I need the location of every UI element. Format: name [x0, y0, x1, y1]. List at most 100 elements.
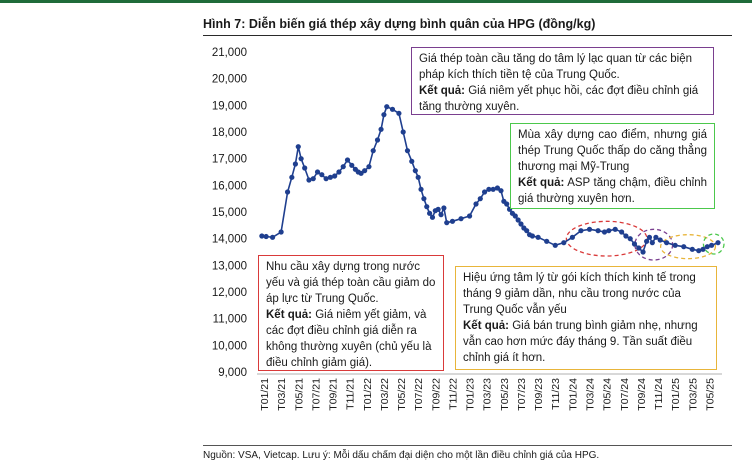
price-point — [569, 234, 575, 240]
y-tick-label: 17,000 — [212, 154, 247, 166]
x-tick-label: T07/21 — [310, 378, 322, 411]
price-point — [269, 234, 276, 240]
price-point — [278, 229, 284, 235]
y-tick-label: 18,000 — [212, 127, 247, 139]
price-point — [672, 242, 678, 248]
price-point — [421, 196, 427, 202]
x-tick-label: T03/24 — [585, 378, 597, 411]
note-green: Mùa xây dựng cao điểm, nhưng giá thép Tr… — [510, 123, 715, 209]
note-red-text: Nhu cầu xây dựng trong nước yếu và giá t… — [266, 261, 436, 305]
price-series-line — [261, 105, 719, 254]
price-point — [623, 233, 629, 239]
y-tick-label: 20,000 — [212, 74, 247, 86]
price-point — [444, 220, 450, 226]
price-point — [378, 126, 384, 132]
price-point — [332, 173, 338, 179]
y-tick-label: 19,000 — [212, 100, 247, 112]
x-tick-label: T11/22 — [447, 378, 459, 410]
x-tick-label: T09/21 — [328, 378, 340, 411]
source-note: Nguồn: VSA, Vietcap. Lưu ý: Mỗi dấu chấm… — [203, 450, 600, 461]
x-tick-label: T11/23 — [550, 378, 562, 410]
x-tick-label: T11/24 — [653, 378, 665, 410]
price-point — [429, 214, 436, 220]
price-point — [595, 228, 601, 234]
y-tick-label: 16,000 — [212, 180, 247, 192]
price-point — [700, 246, 706, 252]
price-point — [524, 228, 530, 234]
price-point — [289, 174, 295, 180]
x-tick-label: T01/22 — [362, 378, 374, 411]
price-point — [259, 233, 265, 239]
price-point — [681, 244, 687, 250]
price-point — [466, 213, 473, 219]
price-point — [449, 218, 456, 224]
x-tick-label: T07/23 — [516, 378, 528, 411]
x-tick-label: T01/23 — [465, 378, 477, 411]
price-point — [715, 240, 721, 246]
highlight-ellipse-yellow — [659, 234, 717, 260]
y-tick-label: 11,000 — [213, 314, 247, 326]
price-point — [477, 196, 483, 202]
note-purple-result: Giá niêm yết phục hồi, các đợt điều chỉn… — [419, 85, 699, 113]
price-point — [578, 228, 584, 234]
price-point — [644, 238, 650, 244]
x-tick-label: T03/25 — [687, 378, 699, 411]
x-tick-label: T01/25 — [670, 378, 682, 411]
y-tick-label: 15,000 — [212, 207, 247, 219]
price-point — [512, 213, 518, 219]
highlight-ellipse-green — [702, 233, 725, 255]
price-point — [404, 148, 411, 154]
x-tick-label: T05/21 — [293, 378, 305, 411]
price-point — [438, 212, 444, 218]
price-point — [306, 177, 312, 183]
x-tick-label: T09/23 — [533, 378, 545, 411]
y-tick-label: 12,000 — [212, 287, 247, 299]
note-yellow: Hiệu ứng tâm lý từ gói kích thích kinh t… — [455, 266, 717, 370]
price-point — [314, 169, 321, 175]
price-point — [370, 148, 376, 154]
x-tick-label: T09/22 — [430, 378, 442, 411]
highlight-ellipse-red — [565, 220, 648, 257]
price-point — [415, 174, 421, 180]
x-tick-label: T07/22 — [413, 378, 425, 411]
price-point — [696, 248, 702, 254]
price-point — [631, 241, 638, 247]
y-tick-label: 13,000 — [212, 260, 247, 272]
price-point — [481, 189, 488, 195]
price-point — [362, 168, 368, 174]
price-point — [490, 186, 496, 192]
price-point — [708, 242, 715, 248]
y-tick-label: 9,000 — [218, 367, 247, 379]
price-point — [586, 226, 593, 232]
price-point — [518, 221, 524, 227]
price-point — [418, 186, 424, 192]
price-point — [689, 246, 695, 252]
price-point — [374, 137, 381, 143]
price-point — [424, 204, 430, 210]
price-point — [627, 236, 633, 242]
price-point — [473, 201, 479, 207]
chart-title: Hình 7: Diễn biến giá thép xây dựng bình… — [203, 17, 596, 31]
price-point — [441, 205, 447, 211]
price-point — [504, 201, 510, 207]
price-point — [561, 240, 567, 246]
price-point — [327, 174, 333, 180]
x-tick-label: T07/24 — [619, 378, 631, 411]
x-tick-label: T03/22 — [379, 378, 391, 411]
price-point — [427, 210, 433, 216]
note-red: Nhu cầu xây dựng trong nước yếu và giá t… — [258, 255, 444, 371]
price-point — [486, 186, 492, 192]
price-point — [284, 189, 291, 195]
price-point — [302, 165, 308, 171]
price-point — [606, 228, 612, 234]
y-tick-label: 21,000 — [212, 47, 247, 59]
x-tick-label: T03/21 — [276, 378, 288, 411]
price-point — [529, 233, 536, 239]
price-point — [544, 238, 550, 244]
price-point — [336, 169, 342, 175]
price-point — [601, 229, 608, 235]
price-point — [340, 164, 346, 170]
x-tick-label: T01/24 — [567, 378, 579, 411]
price-point — [319, 172, 325, 178]
